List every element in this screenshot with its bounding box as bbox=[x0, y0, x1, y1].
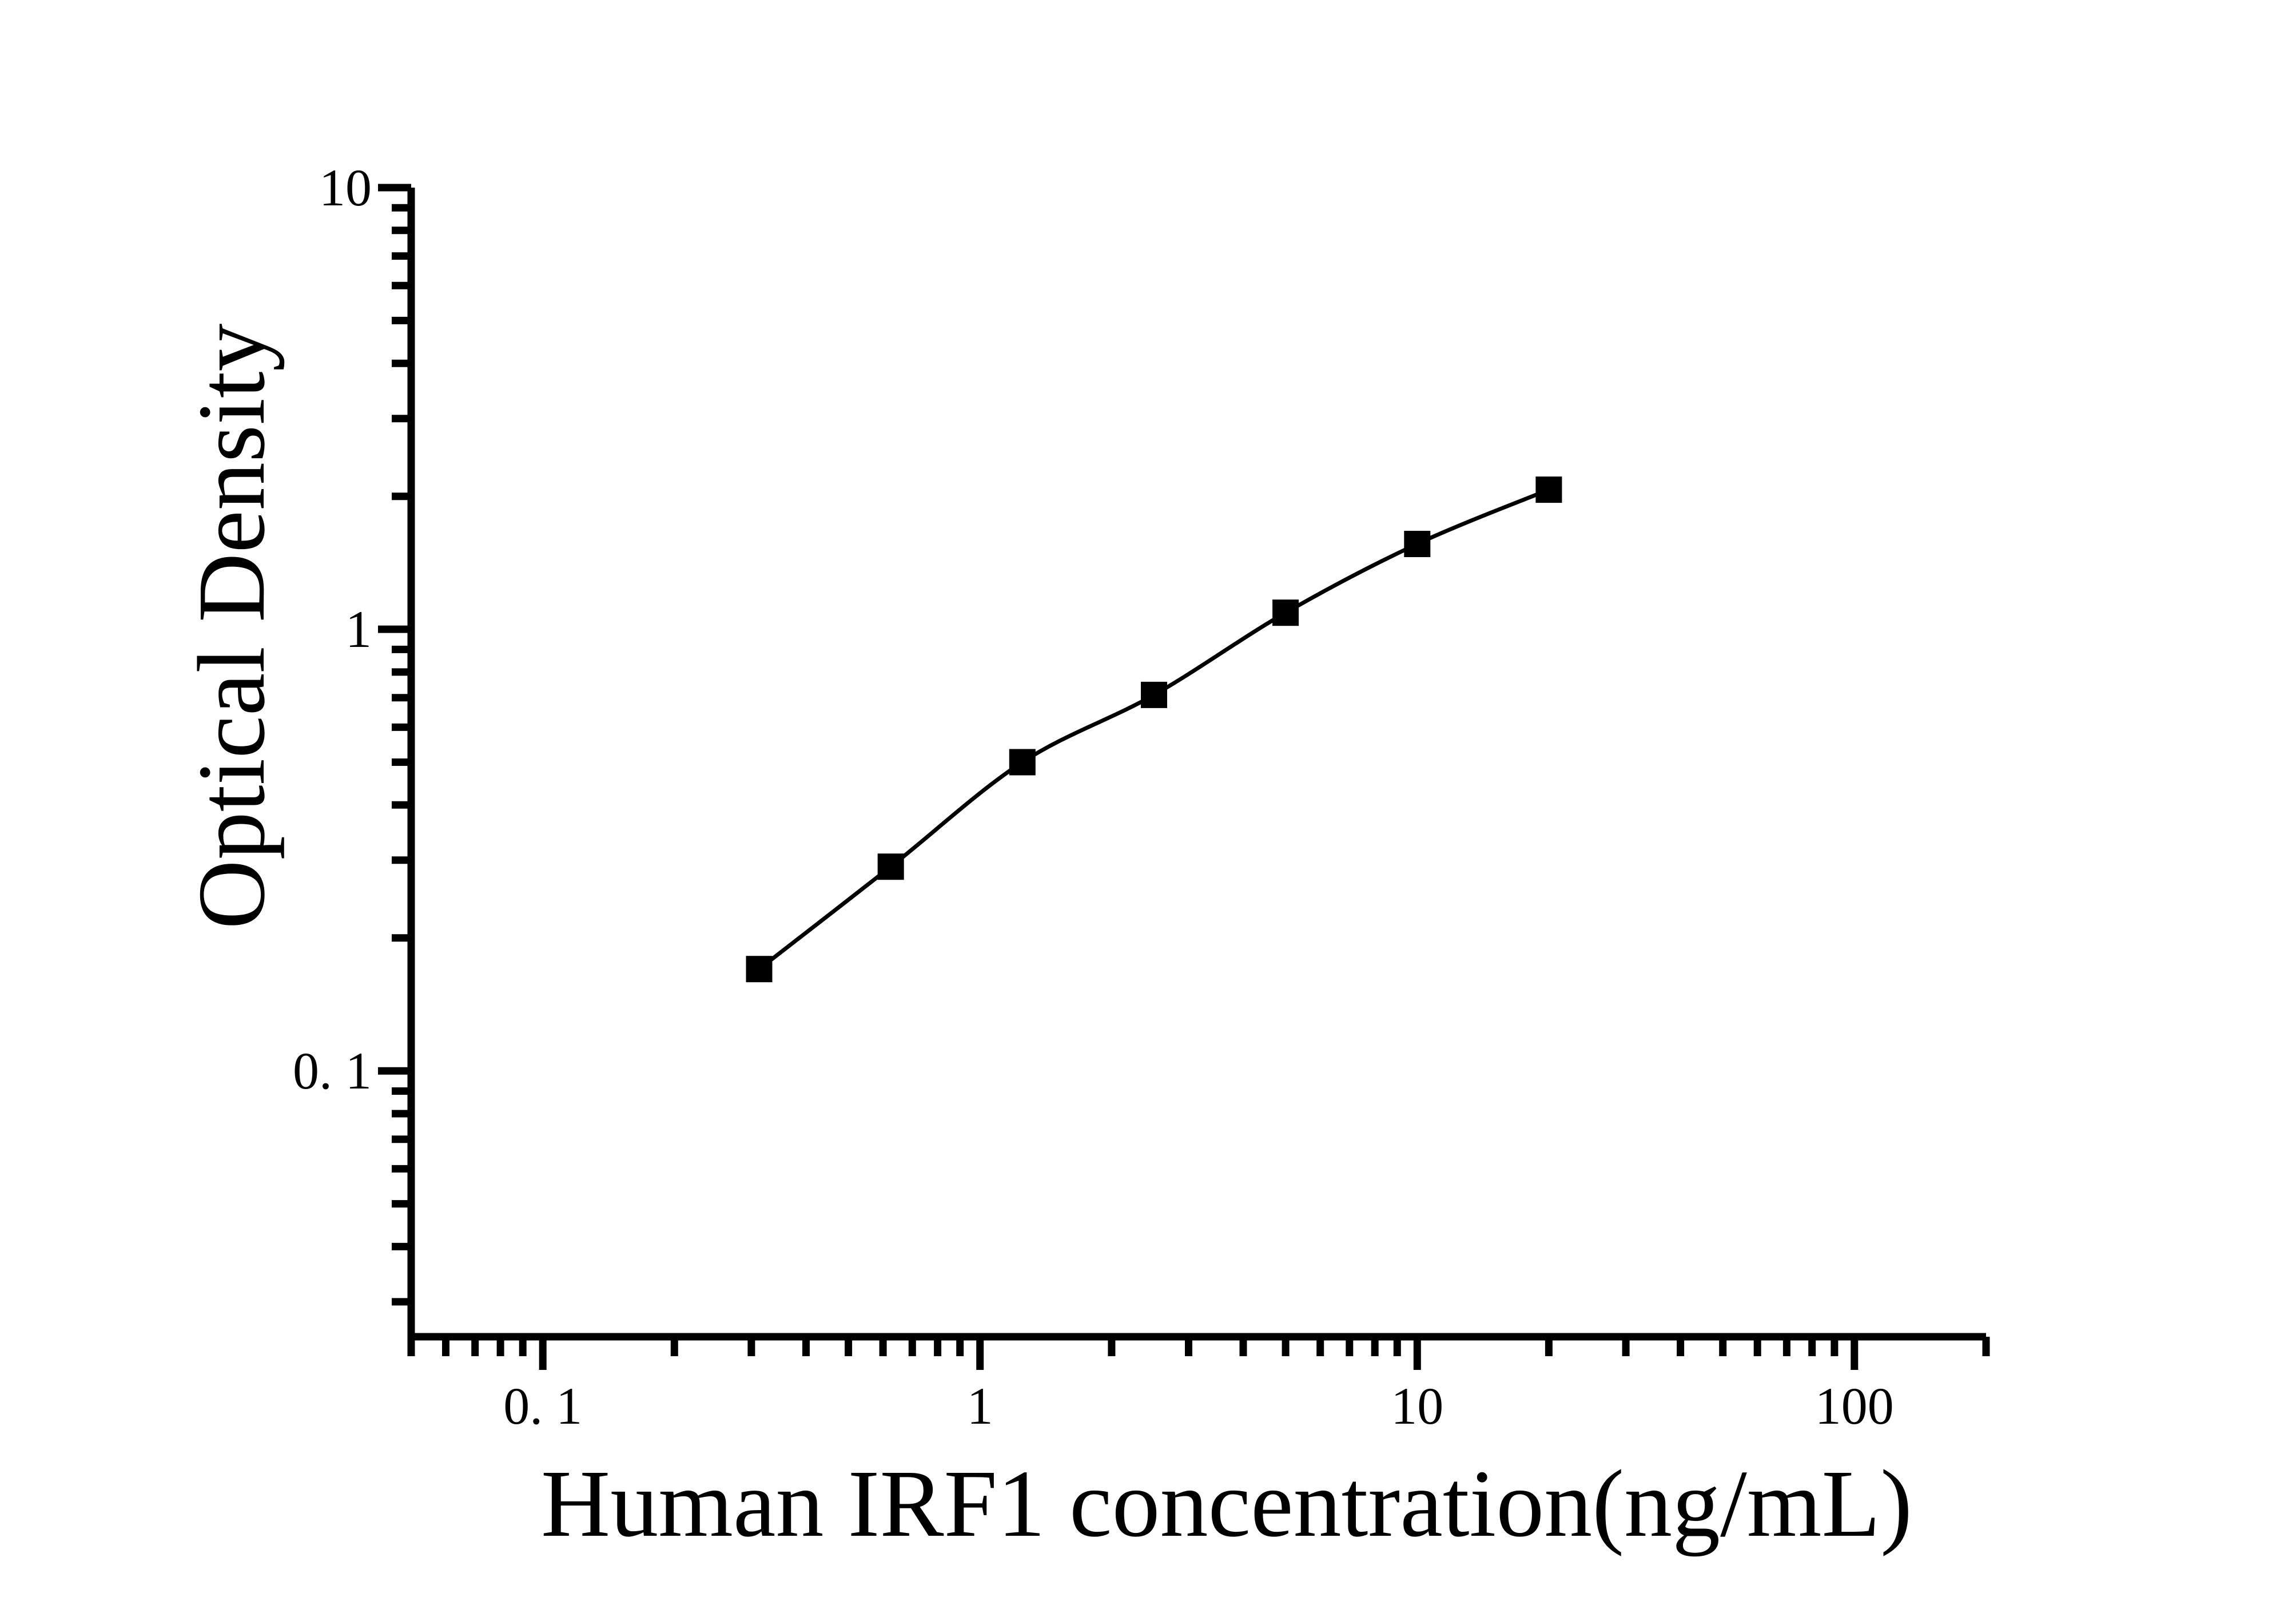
data-point-square bbox=[877, 853, 904, 880]
x-tick-label: 0. 1 bbox=[503, 1377, 582, 1435]
y-axis-title: Optical Density bbox=[178, 323, 285, 929]
y-tick-label: 1 bbox=[345, 600, 372, 658]
x-tick-label: 10 bbox=[1391, 1377, 1443, 1435]
data-point-square bbox=[1535, 476, 1562, 503]
data-point-square bbox=[1141, 681, 1167, 708]
x-tick-label: 100 bbox=[1815, 1377, 1894, 1435]
x-tick-label: 1 bbox=[967, 1377, 993, 1435]
x-axis-title: Human IRF1 concentration(ng/mL) bbox=[540, 1451, 1913, 1557]
y-tick-label: 0. 1 bbox=[293, 1042, 372, 1100]
data-point-square bbox=[1404, 531, 1431, 557]
axis-lines bbox=[407, 188, 1986, 1341]
data-point-square bbox=[746, 956, 773, 983]
curve-line bbox=[758, 487, 1550, 971]
data-point-square bbox=[1272, 599, 1299, 626]
y-tick-label: 10 bbox=[319, 158, 372, 217]
data-point-square bbox=[1009, 749, 1036, 776]
